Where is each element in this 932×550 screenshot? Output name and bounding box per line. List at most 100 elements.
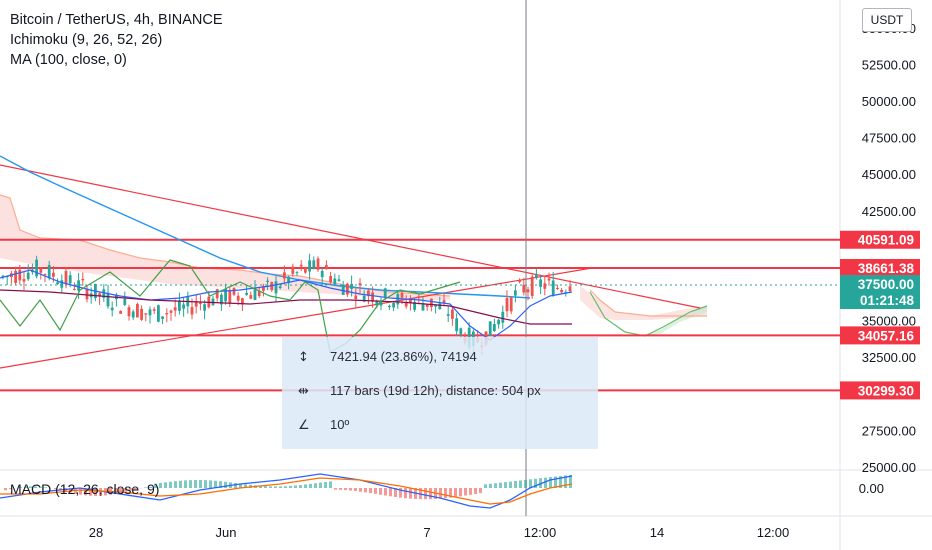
macd-bar — [204, 480, 207, 488]
macd-bar — [284, 486, 287, 488]
candle — [228, 286, 232, 307]
macd-bar — [369, 488, 372, 494]
macd-bar — [399, 488, 402, 498]
candle — [304, 267, 307, 274]
candle — [367, 287, 370, 305]
candle — [165, 308, 169, 323]
candle — [257, 287, 261, 299]
legend-symbol-title[interactable]: Bitcoin / TetherUS, 4h, BINANCE — [10, 12, 223, 28]
macd-bar — [224, 481, 227, 488]
candle — [560, 287, 563, 294]
macd-bar — [444, 488, 447, 499]
candle — [60, 274, 64, 294]
candle — [535, 267, 538, 280]
macd-bar — [244, 484, 247, 488]
macd-bar — [114, 488, 117, 494]
price-label-text: 34057.16 — [858, 328, 915, 343]
candle — [551, 271, 555, 297]
tooltip-bars-row: ⇹ 117 bars (19d 12h), distance: 504 px — [298, 383, 541, 399]
candle — [295, 271, 299, 276]
senkou-span-b-future — [589, 289, 707, 317]
candle — [501, 305, 505, 329]
candle — [346, 282, 349, 297]
time-tick-label: 12:00 — [757, 525, 790, 540]
currency-button[interactable]: USDT — [862, 8, 912, 32]
candles-group — [1, 253, 572, 356]
candle — [22, 270, 26, 291]
candle — [199, 295, 202, 311]
candle — [85, 285, 89, 303]
candle — [211, 295, 215, 306]
macd-bar — [164, 482, 167, 488]
macd-bar — [59, 488, 62, 491]
time-tick-label: 14 — [650, 525, 664, 540]
macd-bar — [99, 488, 102, 496]
candle — [182, 297, 185, 317]
price-label-current: 37500.00 — [840, 275, 920, 293]
macd-bar — [329, 481, 332, 488]
candle — [266, 277, 269, 291]
candle — [354, 288, 358, 308]
macd-bar — [359, 488, 362, 492]
price-label-countdown: 01:21:48 — [840, 291, 920, 309]
macd-bar — [54, 488, 57, 490]
ichimoku-cloud-future-bullish — [640, 306, 707, 336]
candle — [224, 283, 227, 305]
candle — [81, 272, 85, 286]
price-tick-label: 47500.00 — [862, 131, 916, 146]
macd-bar — [514, 480, 517, 488]
macd-bar — [179, 480, 182, 488]
candle — [425, 304, 429, 311]
macd-bar — [344, 488, 347, 491]
candle — [379, 297, 383, 311]
macd-bar — [4, 488, 7, 491]
macd-bar — [409, 488, 412, 499]
macd-bar — [449, 488, 452, 498]
candle — [253, 280, 257, 301]
candle — [530, 273, 534, 299]
macd-bar — [429, 488, 432, 500]
macd-bar — [149, 486, 152, 488]
macd-bar — [39, 486, 42, 488]
tenkan-sen-line — [0, 269, 573, 341]
price-tick-label: 45000.00 — [862, 167, 916, 182]
candle — [35, 255, 38, 279]
macd-bar — [494, 483, 497, 488]
candle — [493, 318, 496, 333]
candle — [497, 318, 500, 329]
candle — [320, 267, 324, 286]
candle — [249, 291, 253, 300]
candle — [514, 285, 517, 303]
macd-bar — [334, 488, 337, 490]
ma-100-line — [0, 155, 531, 299]
candle — [341, 280, 345, 295]
candle — [14, 266, 17, 285]
candle — [308, 253, 311, 280]
price-label-text: 37500.00 — [858, 277, 914, 292]
macd-bar — [94, 488, 97, 496]
macd-bar — [564, 475, 567, 488]
legend-ma[interactable]: MA (100, close, 0) — [10, 52, 127, 68]
macd-bar — [379, 488, 382, 495]
candle — [144, 313, 148, 322]
macd-bar — [29, 486, 32, 488]
price-tick-label: 32500.00 — [862, 350, 916, 365]
candle — [173, 299, 177, 317]
candle — [333, 273, 337, 287]
candle — [325, 260, 328, 270]
candle — [169, 309, 173, 321]
legend-ichimoku[interactable]: Ichimoku (9, 26, 52, 26) — [10, 32, 163, 48]
angle-icon: ∠ — [298, 418, 310, 433]
macd-bar — [394, 488, 397, 497]
candle — [194, 294, 198, 314]
chart-legend: Bitcoin / TetherUS, 4h, BINANCE Ichimoku… — [10, 10, 223, 70]
ascending-trendline — [0, 267, 593, 369]
candle — [283, 265, 286, 285]
candle — [39, 266, 43, 280]
candle — [522, 277, 526, 296]
candle — [350, 275, 353, 297]
candle — [388, 304, 391, 310]
legend-macd[interactable]: MACD (12, 26, close, 9) — [10, 481, 160, 497]
